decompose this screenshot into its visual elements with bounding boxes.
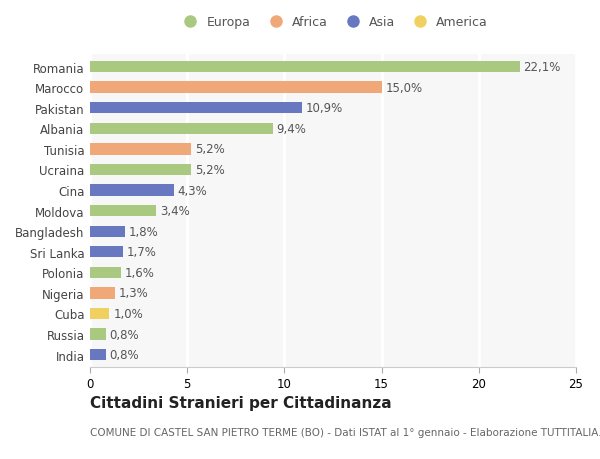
Text: Cittadini Stranieri per Cittadinanza: Cittadini Stranieri per Cittadinanza	[90, 395, 392, 410]
Bar	[90, 246, 123, 258]
Bar	[90, 62, 520, 73]
Bar	[90, 185, 173, 196]
Bar	[90, 164, 191, 176]
Text: 9,4%: 9,4%	[277, 123, 307, 135]
Text: 0,8%: 0,8%	[109, 348, 139, 361]
Bar	[90, 349, 106, 360]
Bar	[90, 144, 191, 155]
Bar	[90, 329, 106, 340]
Text: 5,2%: 5,2%	[195, 143, 225, 156]
Bar	[90, 123, 273, 134]
Bar	[90, 103, 302, 114]
Text: 10,9%: 10,9%	[306, 102, 343, 115]
Legend: Europa, Africa, Asia, America: Europa, Africa, Asia, America	[173, 11, 493, 34]
Bar	[90, 82, 382, 94]
Bar	[90, 206, 156, 217]
Text: 1,0%: 1,0%	[113, 308, 143, 320]
Text: 1,7%: 1,7%	[127, 246, 157, 259]
Bar	[90, 267, 121, 279]
Text: 1,3%: 1,3%	[119, 287, 149, 300]
Text: 15,0%: 15,0%	[385, 81, 422, 95]
Text: 1,8%: 1,8%	[129, 225, 158, 238]
Text: 22,1%: 22,1%	[524, 61, 561, 74]
Bar	[90, 288, 115, 299]
Text: 0,8%: 0,8%	[109, 328, 139, 341]
Text: COMUNE DI CASTEL SAN PIETRO TERME (BO) - Dati ISTAT al 1° gennaio - Elaborazione: COMUNE DI CASTEL SAN PIETRO TERME (BO) -…	[90, 427, 600, 437]
Bar	[90, 226, 125, 237]
Bar	[90, 308, 109, 319]
Text: 5,2%: 5,2%	[195, 163, 225, 177]
Text: 3,4%: 3,4%	[160, 205, 190, 218]
Text: 1,6%: 1,6%	[125, 266, 155, 279]
Text: 4,3%: 4,3%	[178, 184, 207, 197]
